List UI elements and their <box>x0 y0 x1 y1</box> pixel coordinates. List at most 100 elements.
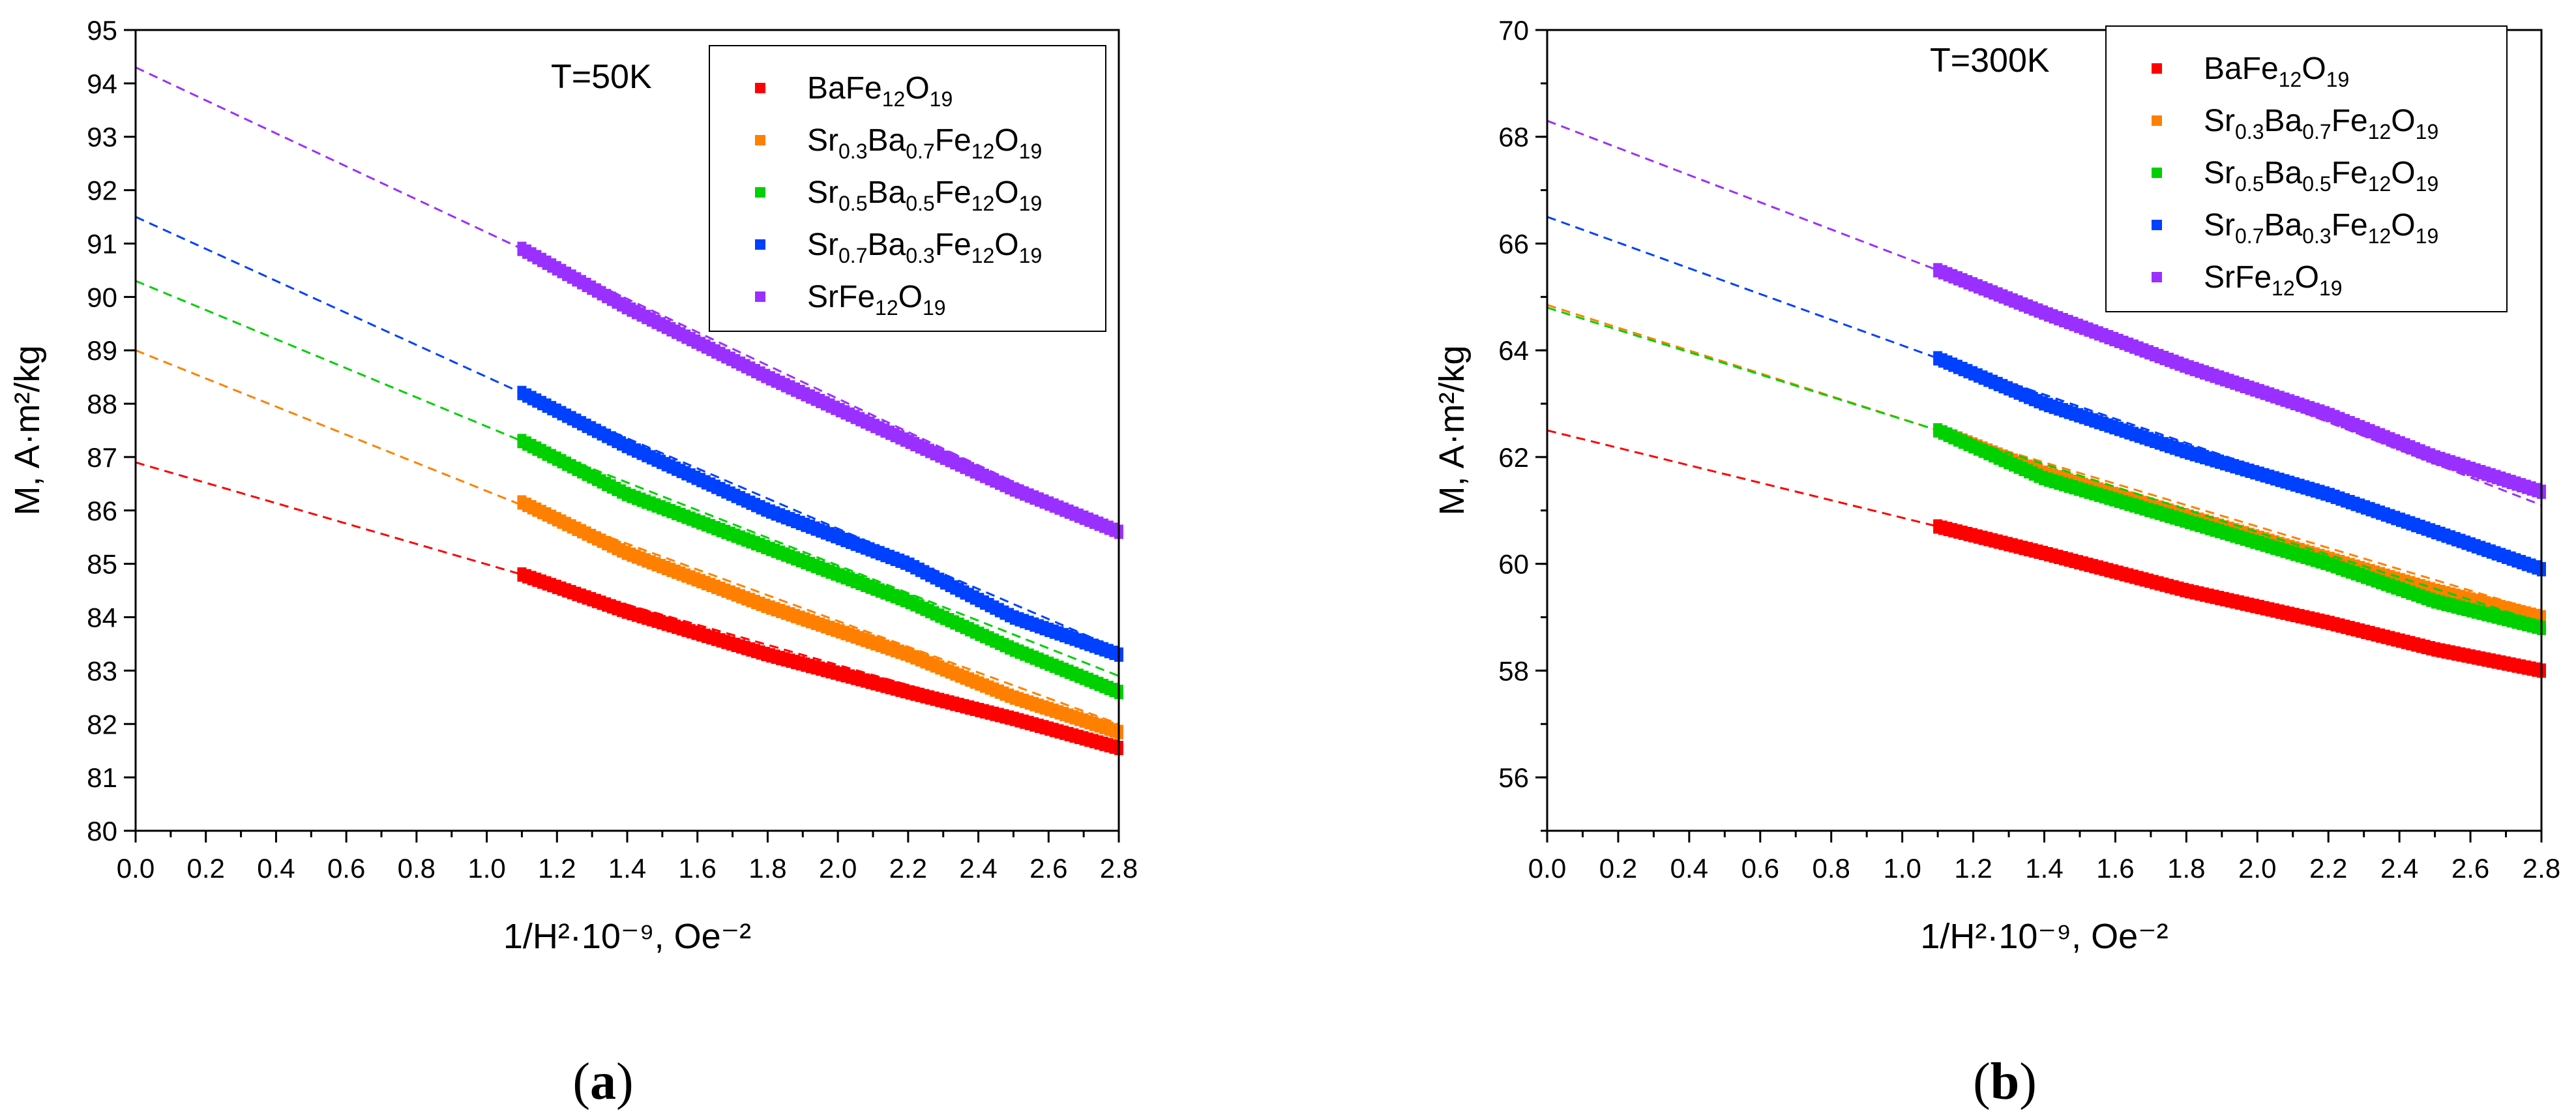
panel-b-legend-box <box>2105 25 2508 312</box>
panel-a-data-layer <box>135 66 1123 756</box>
panel-b-x-tick-label: 0.4 <box>1670 853 1708 884</box>
panel-a-y-tick-label: 93 <box>87 122 117 153</box>
panel-a-y-tick-label: 92 <box>87 175 117 206</box>
panel-a-x-tick-label: 0.0 <box>117 853 155 884</box>
panel-b-y-tick-label: 64 <box>1498 335 1529 366</box>
panel-b-x-tick-label: 1.8 <box>2167 853 2205 884</box>
panel-b-x-tick-label: 0.8 <box>1813 853 1850 884</box>
panel-a-x-tick-label: 1.6 <box>679 853 717 884</box>
panel-b-x-tick-label: 2.2 <box>2309 853 2347 884</box>
panel-b-x-tick-label: 2.6 <box>2451 853 2489 884</box>
panel-a-series-1 <box>517 567 1123 756</box>
panel-b-x-tick-label: 1.6 <box>2096 853 2134 884</box>
panel-b-legend-marker-2 <box>2152 115 2162 126</box>
panel-b-ticks: 0.0 0.2 0.4 0.6 0.8 1.0 1.2 1.4 1.6 1.8 2.0 2.2 2.4 2… <box>1498 15 2560 884</box>
panel-b-legend-marker-5 <box>2152 272 2162 282</box>
panel-a-legend-label-3: Sr0.5Ba0.5Fe12O19 <box>807 175 1042 215</box>
panel-a-ticks: 0.0 0.2 0.4 0.6 0.8 1.0 1.2 1.4 1.6 1.8 2.0 2.2 2.4 2… <box>87 15 1138 884</box>
panel-b-x-tick-label: 2.8 <box>2523 853 2560 884</box>
panel-b-legend-marker-4 <box>2152 220 2162 230</box>
panel-b-legend-label-3: Sr0.5Ba0.5Fe12O19 <box>2204 156 2438 196</box>
panel-a-legend-marker-4 <box>755 239 765 250</box>
panel-b-y-tick-label: 62 <box>1498 442 1529 473</box>
panel-a-x-tick-label: 1.0 <box>467 853 505 884</box>
panel-a-y-tick-label: 88 <box>87 389 117 419</box>
chart-panel-a: 0.0 0.2 0.4 0.6 0.8 1.0 1.2 1.4 1.6 1.8 2.0 2.2 2.4 2… <box>8 15 1138 1111</box>
panel-b-x-tick-label: 1.0 <box>1883 853 1921 884</box>
panel-b-x-tick-label: 0.6 <box>1741 853 1779 884</box>
panel-a-legend: BaFe12O19 Sr0.3Ba0.7Fe12O19 Sr0.5Ba0.5Fe12… <box>709 45 1106 332</box>
panel-b-legend-label-4: Sr0.7Ba0.3Fe12O19 <box>2204 208 2438 248</box>
panel-a-y-tick-label: 80 <box>87 816 117 846</box>
panel-b-series-4 <box>1933 351 2546 576</box>
panel-a-y-tick-label: 95 <box>87 15 117 46</box>
panel-a-y-tick-label: 84 <box>87 603 117 633</box>
panel-b-x-tick-label: 0.2 <box>1599 853 1637 884</box>
panel-b-y-tick-label: 66 <box>1498 228 1529 259</box>
panel-a-x-tick-label: 0.4 <box>257 853 295 884</box>
panel-a-y-tick-label: 86 <box>87 496 117 526</box>
panel-a-x-tick-label: 2.2 <box>889 853 927 884</box>
panel-a-legend-label-2: Sr0.3Ba0.7Fe12O19 <box>807 123 1042 163</box>
panel-b-y-tick-label: 58 <box>1498 655 1529 686</box>
panel-b-label: (b) <box>1973 1053 2037 1111</box>
panel-a-y-tick-label: 85 <box>87 549 117 580</box>
panel-a-x-tick-label: 0.6 <box>327 853 365 884</box>
panel-a-fit-line-2 <box>135 349 1119 725</box>
panel-a-x-tick-label: 2.4 <box>959 853 997 884</box>
panel-a-x-tick-label: 2.0 <box>819 853 857 884</box>
panel-b-y-tick-label: 68 <box>1498 122 1529 153</box>
panel-a-legend-marker-5 <box>755 291 765 302</box>
panel-b-data-layer <box>1547 119 2546 678</box>
panel-a-series-3 <box>517 434 1123 700</box>
panel-a-x-tick-label: 2.6 <box>1029 853 1067 884</box>
panel-a-y-tick-label: 89 <box>87 335 117 366</box>
panel-a-x-tick-label: 1.4 <box>608 853 646 884</box>
panel-b-y-axis-label: M, A·m²/kg <box>1432 345 1472 515</box>
panel-a-y-tick-label: 82 <box>87 709 117 739</box>
panel-b-temperature-annotation: T=300K <box>1930 42 2050 80</box>
panel-a-legend-label-1: BaFe12O19 <box>807 71 953 111</box>
panel-a-series-2 <box>517 495 1123 739</box>
panel-b-series-1 <box>1933 519 2546 678</box>
panel-a-fit-line-3 <box>135 280 1119 677</box>
panel-b-legend-label-5: SrFe12O19 <box>2204 260 2343 300</box>
panel-a-series-4 <box>517 385 1123 662</box>
panel-a-series-5 <box>517 241 1123 539</box>
panel-b-legend-label-2: Sr0.3Ba0.7Fe12O19 <box>2204 104 2438 143</box>
panel-a-legend-marker-2 <box>755 135 765 145</box>
panel-a-x-tick-label: 1.8 <box>748 853 786 884</box>
panel-b-x-tick-label: 2.4 <box>2380 853 2418 884</box>
panel-a-x-tick-label: 1.2 <box>538 853 576 884</box>
chart-panel-b: 0.0 0.2 0.4 0.6 0.8 1.0 1.2 1.4 1.6 1.8 2.0 2.2 2.4 2… <box>1432 15 2560 1111</box>
panel-a-x-tick-label: 0.8 <box>398 853 436 884</box>
panel-b-x-tick-label: 1.4 <box>2025 853 2063 884</box>
panel-a-y-tick-label: 90 <box>87 282 117 312</box>
panel-b-x-axis-label: 1/H²·10⁻⁹, Oe⁻² <box>1920 917 2168 956</box>
panel-a-y-tick-label: 87 <box>87 442 117 473</box>
panel-a-y-tick-label: 94 <box>87 68 117 99</box>
panel-b-legend-marker-3 <box>2152 168 2162 178</box>
panel-a-legend-marker-1 <box>755 83 765 93</box>
panel-b-legend-marker-1 <box>2152 63 2162 74</box>
panel-b-x-tick-label: 0.0 <box>1528 853 1566 884</box>
panel-a-label: (a) <box>572 1053 633 1111</box>
panel-b-series-5 <box>1933 263 2546 500</box>
panel-b-legend: BaFe12O19 Sr0.3Ba0.7Fe12O19 Sr0.5Ba0.5Fe12… <box>2105 25 2508 312</box>
panel-a-legend-label-5: SrFe12O19 <box>807 280 946 320</box>
panel-b-fit-line-5 <box>1547 119 2542 507</box>
panel-a-x-axis-label: 1/H²·10⁻⁹, Oe⁻² <box>503 917 751 956</box>
panel-b-series-3 <box>1933 423 2546 635</box>
panel-a-y-axis-label: M, A·m²/kg <box>8 345 47 515</box>
panel-a-x-tick-label: 2.8 <box>1100 853 1138 884</box>
panel-a-legend-marker-3 <box>755 187 765 198</box>
panel-b-legend-label-1: BaFe12O19 <box>2204 52 2349 91</box>
panel-b-y-tick-label: 60 <box>1498 549 1529 580</box>
panel-a-legend-box <box>709 45 1106 332</box>
panel-a-y-tick-label: 83 <box>87 655 117 686</box>
panel-b-x-tick-label: 1.2 <box>1954 853 1992 884</box>
panel-a-y-tick-label: 91 <box>87 228 117 259</box>
panel-b-y-tick-label: 56 <box>1498 762 1529 793</box>
panel-a-legend-label-4: Sr0.7Ba0.3Fe12O19 <box>807 228 1042 267</box>
